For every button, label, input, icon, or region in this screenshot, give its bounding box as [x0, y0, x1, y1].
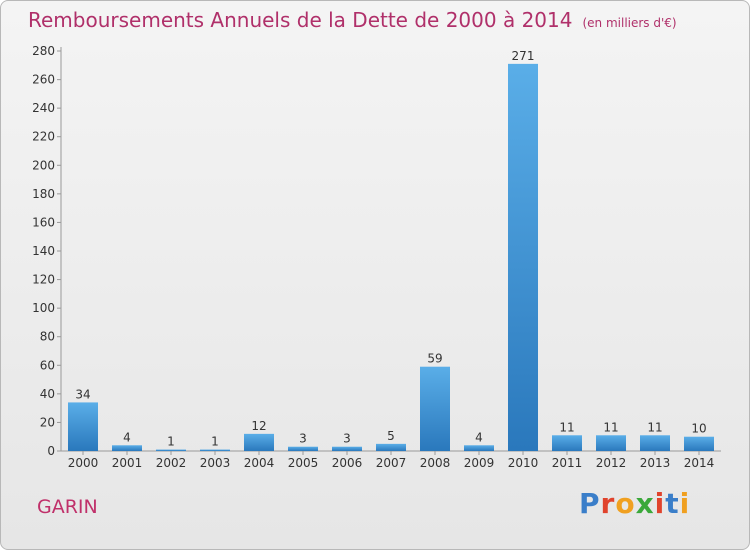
y-tick-label: 280	[32, 44, 55, 58]
y-tick-label: 40	[40, 387, 55, 401]
bar	[508, 63, 538, 451]
chart-unit: (en milliers d'€)	[582, 16, 677, 30]
data-label: 10	[691, 422, 706, 436]
x-tick-label: 2011	[552, 456, 583, 470]
bar	[640, 435, 670, 451]
bar	[68, 402, 98, 451]
bar	[684, 436, 714, 451]
proxiti-logo: Proxiti	[579, 487, 690, 520]
y-tick-label: 260	[32, 73, 55, 87]
x-tick-label: 2001	[112, 456, 143, 470]
data-label: 12	[251, 419, 266, 433]
y-tick-label: 100	[32, 301, 55, 315]
logo-letter: r	[600, 487, 616, 520]
data-label: 1	[167, 435, 175, 449]
x-tick-label: 2012	[596, 456, 627, 470]
data-label: 34	[75, 387, 90, 401]
bar	[420, 366, 450, 451]
bar	[464, 445, 494, 451]
bar	[332, 446, 362, 451]
y-tick-label: 200	[32, 158, 55, 172]
logo-letter: t	[665, 487, 680, 520]
x-tick-label: 2014	[684, 456, 715, 470]
bar	[112, 445, 142, 451]
y-tick-label: 20	[40, 415, 55, 429]
y-tick-label: 240	[32, 101, 55, 115]
logo-letter: x	[635, 487, 655, 520]
logo-letter: i	[654, 487, 666, 520]
chart-title: Remboursements Annuels de la Dette de 20…	[28, 8, 677, 32]
x-tick-label: 2006	[332, 456, 363, 470]
y-tick-label: 180	[32, 187, 55, 201]
y-tick-label: 160	[32, 215, 55, 229]
x-tick-label: 2002	[156, 456, 187, 470]
bar	[200, 449, 230, 451]
axes: 0 20 40 60 80 100 120 140 160 180 200 220 240 260 280 2…	[32, 44, 721, 470]
y-tick-label: 140	[32, 244, 55, 258]
x-tick-label: 2004	[244, 456, 275, 470]
x-tick-label: 2000	[68, 456, 99, 470]
commune-name: GARIN	[37, 496, 98, 518]
x-tick-label: 2010	[508, 456, 539, 470]
data-label: 59	[427, 352, 442, 366]
x-tick-label: 2005	[288, 456, 319, 470]
data-label: 4	[123, 430, 131, 444]
y-tick-label: 120	[32, 273, 55, 287]
bar	[552, 435, 582, 451]
data-label: 5	[387, 429, 395, 443]
chart-title-text: Remboursements Annuels de la Dette de 20…	[28, 8, 573, 32]
data-label: 11	[647, 420, 662, 434]
x-tick-label: 2003	[200, 456, 231, 470]
bar	[376, 443, 406, 451]
data-label: 11	[559, 420, 574, 434]
bar	[288, 446, 318, 451]
y-tick-label: 60	[40, 358, 55, 372]
data-label: 3	[343, 432, 351, 446]
data-label: 1	[211, 435, 219, 449]
data-label: 271	[512, 49, 535, 63]
y-tick-label: 0	[47, 444, 55, 458]
x-tick-label: 2007	[376, 456, 407, 470]
data-label: 4	[475, 430, 483, 444]
logo-letter: o	[615, 487, 636, 520]
bar	[156, 449, 186, 451]
bar	[244, 433, 274, 451]
logo-letter: P	[579, 487, 601, 520]
y-tick-label: 80	[40, 330, 55, 344]
x-tick-label: 2008	[420, 456, 451, 470]
y-tick-label: 220	[32, 130, 55, 144]
data-label: 3	[299, 432, 307, 446]
logo-letter: i	[679, 487, 691, 520]
data-label: 11	[603, 420, 618, 434]
x-tick-label: 2009	[464, 456, 495, 470]
x-tick-label: 2013	[640, 456, 671, 470]
bar	[596, 435, 626, 451]
